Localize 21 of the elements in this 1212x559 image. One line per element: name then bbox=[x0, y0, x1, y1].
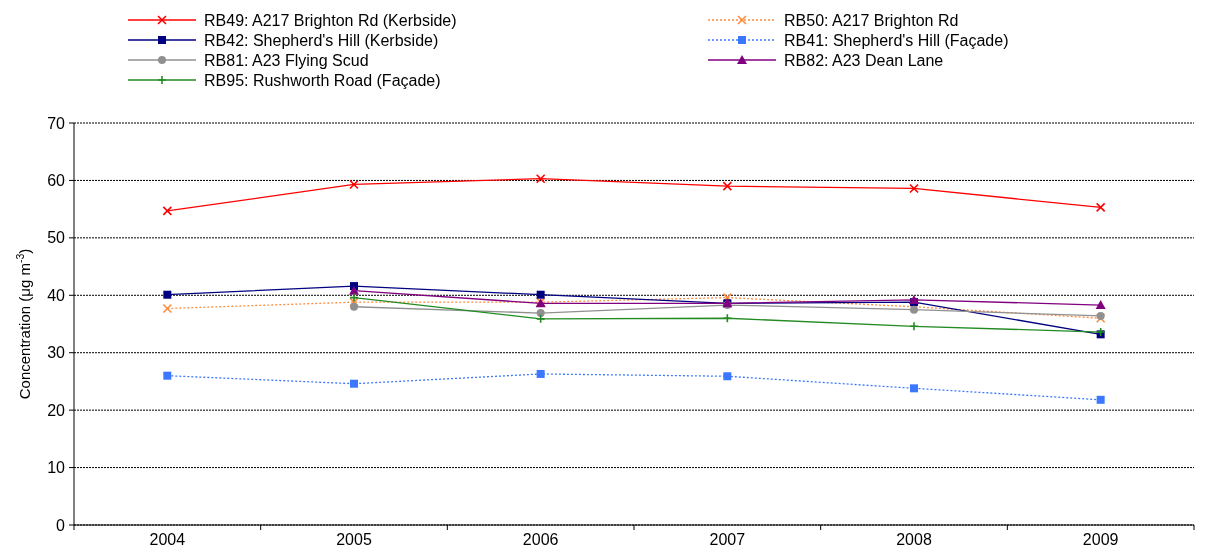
legend-label: RB42: Shepherd's Hill (Kerbside) bbox=[204, 31, 439, 49]
legend-label: RB50: A217 Brighton Rd bbox=[784, 11, 959, 29]
legend-label: RB95: Rushworth Road (Façade) bbox=[204, 71, 441, 89]
x-tick-label: 2006 bbox=[522, 531, 559, 548]
legend-label: RB41: Shepherd's Hill (Façade) bbox=[784, 31, 1009, 49]
x-tick-label: 2005 bbox=[336, 531, 372, 548]
x-tick-label: 2008 bbox=[896, 531, 932, 548]
y-tick-label: 60 bbox=[47, 172, 66, 190]
y-tick-label: 50 bbox=[47, 229, 66, 247]
y-tick-label: 40 bbox=[47, 286, 66, 304]
legend-label: RB81: A23 Flying Scud bbox=[204, 51, 369, 69]
y-tick-label: 0 bbox=[56, 516, 66, 534]
y-tick-label: 20 bbox=[47, 401, 66, 419]
legend-label: RB49: A217 Brighton Rd (Kerbside) bbox=[204, 11, 457, 29]
legend-label: RB82: A23 Dean Lane bbox=[784, 51, 944, 69]
y-tick-label: 10 bbox=[47, 459, 66, 477]
x-tick-label: 2004 bbox=[149, 531, 186, 548]
x-tick-label: 2009 bbox=[1082, 531, 1119, 548]
x-tick-label: 2007 bbox=[709, 531, 746, 548]
y-tick-label: 30 bbox=[47, 344, 66, 362]
y-tick-label: 70 bbox=[47, 114, 66, 132]
